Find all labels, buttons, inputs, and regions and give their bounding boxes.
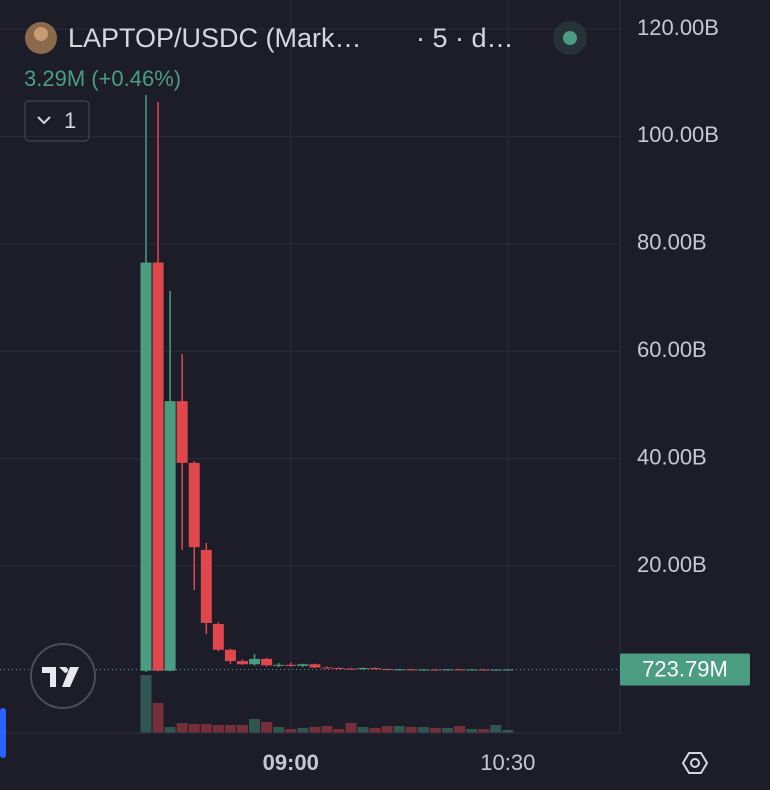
volume-bar [405,727,417,733]
settings-icon-center [690,758,700,768]
candle-body [369,668,381,670]
candle-body [442,669,453,671]
y-tick-label: 40.00B [637,444,707,469]
candle-body [393,669,405,671]
candle-body [357,668,369,670]
last-price-tag [620,653,750,686]
candle-body [345,668,357,670]
y-tick-label: 120.00B [637,15,719,40]
indicator-toggle[interactable] [24,100,90,142]
avatar-face [34,27,48,41]
candle-body [200,549,212,623]
candle-body [405,669,417,671]
candle-body [429,669,441,671]
candle-body [152,262,164,671]
y-tick-label: 80.00B [637,230,707,255]
volume-bar [357,727,369,733]
volume-bar [212,725,224,733]
status-dot [563,31,577,45]
volume-bar [393,726,405,733]
grid [0,0,620,733]
candle-body [140,262,152,671]
chevron-icon [37,116,51,125]
candle-body [333,668,345,670]
y-tick-label: 20.00B [637,552,707,577]
volume-bar [261,722,273,733]
volume-bar [140,675,152,733]
candle-body [502,669,514,671]
volume-bar [478,729,490,733]
candle-body [321,667,333,669]
volume-bar [236,725,248,733]
candle-body [176,401,188,463]
y-tick-label: 60.00B [637,337,707,362]
plot [0,95,620,733]
volume-bar [345,723,357,733]
volume-bar [297,728,309,733]
candle-body [236,661,248,665]
volume-bar [429,728,441,733]
volume-bar [454,726,466,733]
volume-bar [321,726,333,733]
candle-body [478,669,490,671]
volume-bar [502,730,514,733]
side-tab[interactable] [0,708,6,758]
indicator-count[interactable]: 1 [64,108,76,133]
tv-logo-mark [42,667,79,687]
volume-bar [273,727,285,733]
candle-body [454,669,466,671]
candle-body [466,669,478,671]
last-price-label: 723.79M [642,656,728,681]
candle-body [309,664,321,668]
candle-body [417,669,429,671]
volume-bar [333,729,345,733]
settings-icon[interactable] [681,752,709,774]
candle-body [224,649,236,662]
volume-bar [176,723,188,733]
candle-body [212,623,224,650]
candle-body [273,664,285,666]
volume-bar [164,727,176,733]
interval[interactable]: · 5 · d… [416,23,514,53]
price-change: 3.29M (+0.46%) [24,66,181,91]
volume-bar [285,729,297,733]
candle-body [490,669,502,671]
volume-bar [152,703,164,733]
candle-body [261,658,273,666]
volume-bar [224,725,236,733]
candle-body [285,664,297,666]
symbol-title[interactable]: LAPTOP/USDC (Mark… [68,23,362,53]
volume-bar [369,728,381,733]
candle-body [297,664,309,666]
volume-bar [309,727,321,733]
candle-body [164,401,176,671]
volume-bar [200,724,212,733]
candle-body [249,658,261,665]
volume-bar [249,719,261,733]
volume-bar [490,725,502,733]
tv-logo[interactable] [30,643,96,709]
volume-bar [442,728,453,733]
volume-bar [417,727,429,733]
volume-bar [188,724,200,733]
x-tick-label: 09:00 [263,750,319,775]
candle-body [381,669,393,671]
volume-bar [381,726,393,733]
candle-body [188,462,200,548]
y-tick-label: 100.00B [637,122,719,147]
volume-bar [466,729,478,733]
x-tick-label: 10:30 [480,750,535,775]
